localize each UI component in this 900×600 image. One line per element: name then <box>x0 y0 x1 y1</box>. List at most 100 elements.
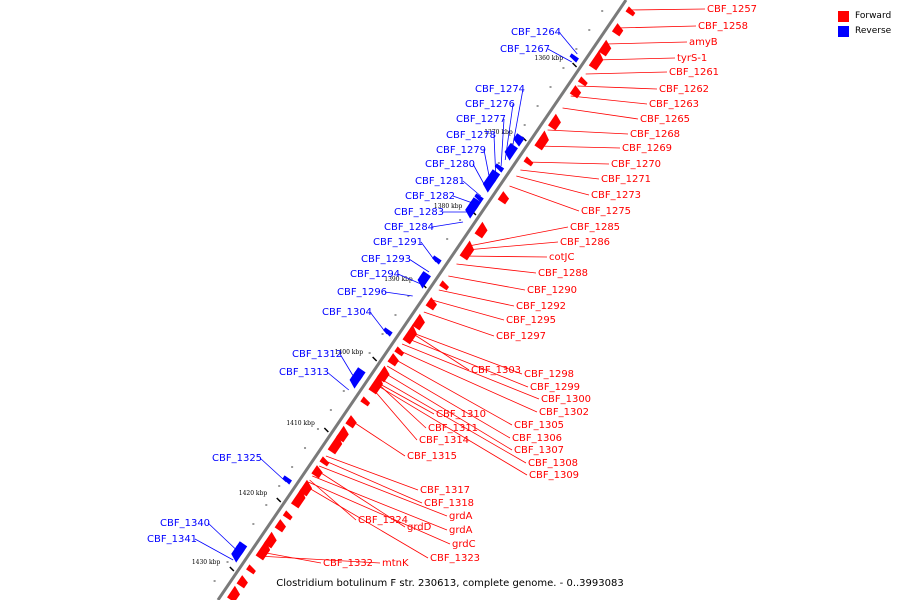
reverse-gene-arrow <box>417 271 431 289</box>
legend-forward-label: Forward <box>855 11 892 21</box>
backbone-dot <box>601 10 604 12</box>
tick-mark <box>372 356 378 362</box>
forward-leader-line <box>595 57 676 61</box>
reverse-gene-arrow <box>569 53 579 63</box>
forward-gene-label: CBF_1303 <box>471 365 521 376</box>
forward-gene-label: CBF_1268 <box>630 129 680 140</box>
forward-leader-line <box>606 41 688 45</box>
forward-gene-label: CBF_1310 <box>436 409 486 420</box>
backbone-dot <box>226 561 229 563</box>
forward-gene-label: CBF_1306 <box>512 433 562 444</box>
forward-gene-arrow <box>548 113 561 131</box>
tick-label: 1410 kbp <box>286 420 315 427</box>
backbone-dot <box>394 314 397 316</box>
forward-gene-label: CBF_1258 <box>698 21 748 32</box>
forward-gene-label: grdA <box>449 525 473 536</box>
reverse-leader-line <box>472 163 487 189</box>
backbone-dot <box>562 67 565 69</box>
forward-leader-line <box>382 371 513 451</box>
forward-leader-line <box>456 263 537 274</box>
reverse-leader-line <box>384 291 413 297</box>
forward-leader-line <box>312 475 448 531</box>
backbone-dot <box>523 124 526 126</box>
forward-leader-line <box>520 169 600 180</box>
forward-gene-arrow <box>439 280 450 291</box>
forward-gene-label: CBF_1275 <box>581 206 631 217</box>
reverse-gene-label: CBF_1274 <box>475 84 525 95</box>
forward-gene-label: CBF_1271 <box>601 174 651 185</box>
reverse-leader-line <box>207 522 239 553</box>
reverse-leader-line <box>462 180 481 197</box>
forward-gene-label: CBF_1270 <box>611 159 661 170</box>
reverse-gene-label: CBF_1277 <box>456 114 506 125</box>
forward-gene-label: CBF_1286 <box>560 237 610 248</box>
forward-gene-label: CBF_1307 <box>514 445 564 456</box>
forward-leader-line <box>516 175 590 196</box>
forward-gene-arrow <box>412 313 425 331</box>
backbone-dot <box>510 143 513 145</box>
forward-gene-label: CBF_1265 <box>640 114 690 125</box>
backbone-dot <box>342 390 345 392</box>
backbone-dot <box>291 466 294 468</box>
forward-gene-label: CBF_1309 <box>529 470 579 481</box>
forward-leader-line <box>525 161 610 165</box>
forward-leader-line <box>308 481 451 545</box>
forward-gene-label: CBF_1314 <box>419 435 469 446</box>
reverse-leader-line <box>259 457 287 483</box>
forward-gene-label: CBF_1297 <box>496 331 546 342</box>
reverse-gene-arrow <box>482 175 497 193</box>
forward-gene-label: CBF_1269 <box>622 143 672 154</box>
forward-gene-arrow <box>425 297 437 311</box>
forward-gene-label: CBF_1261 <box>669 67 719 78</box>
forward-gene-arrow <box>474 221 488 239</box>
reverse-gene-label: CBF_1312 <box>292 349 342 360</box>
forward-gene-label: CBF_1308 <box>528 458 578 469</box>
backbone-dot <box>459 219 462 221</box>
forward-gene-arrow <box>534 130 549 151</box>
forward-gene-arrow <box>227 585 240 600</box>
forward-gene-label: CBF_1273 <box>591 190 641 201</box>
forward-gene-label: CBF_1298 <box>524 369 574 380</box>
forward-gene-label: CBF_1317 <box>420 485 470 496</box>
reverse-gene-arrow <box>474 193 484 203</box>
tick-label: 1390 kbp <box>384 276 413 283</box>
forward-leader-line <box>547 129 629 135</box>
forward-gene-arrow <box>588 50 604 71</box>
forward-leader-line <box>323 459 423 504</box>
forward-leader-line <box>318 465 448 517</box>
backbone-dot <box>316 428 319 430</box>
reverse-gene-label: CBF_1296 <box>337 287 387 298</box>
forward-gene-arrow <box>236 575 248 589</box>
reverse-leader-line <box>452 195 476 205</box>
forward-gene-label: CBF_1263 <box>649 99 699 110</box>
tick-label: 1370 kbp <box>484 129 513 136</box>
reverse-leader-line <box>408 258 430 273</box>
backbone-dot <box>304 447 307 449</box>
backbone-dot <box>446 238 449 240</box>
forward-gene-arrow <box>311 465 323 479</box>
backbone-dot <box>588 29 591 31</box>
reverse-leader-line <box>547 48 573 63</box>
reverse-gene-arrow <box>469 197 482 211</box>
forward-gene-arrow <box>327 434 343 455</box>
reverse-gene-label: CBF_1282 <box>405 191 455 202</box>
reverse-leader-line <box>558 31 578 55</box>
legend-reverse: Reverse <box>838 24 891 39</box>
reverse-gene-label: CBF_1284 <box>384 222 434 233</box>
forward-gene-arrow <box>523 156 534 167</box>
reverse-leader-line <box>194 538 234 561</box>
reverse-gene-arrow <box>432 255 442 265</box>
reverse-gene-label: CBF_1264 <box>511 27 561 38</box>
forward-gene-label: CBF_1299 <box>530 382 580 393</box>
forward-leader-line <box>386 365 511 439</box>
legend: Forward Reverse <box>838 9 891 39</box>
forward-gene-arrow <box>274 519 287 533</box>
legend-reverse-label: Reverse <box>855 26 892 36</box>
forward-leader-line <box>401 343 540 400</box>
forward-leader-line <box>577 85 658 90</box>
forward-leader-line <box>423 311 495 337</box>
tick-label: 1380 kbp <box>434 203 463 210</box>
reverse-gene-arrow <box>488 169 501 183</box>
backbone-dot <box>278 485 281 487</box>
backbone-dot <box>497 162 500 164</box>
